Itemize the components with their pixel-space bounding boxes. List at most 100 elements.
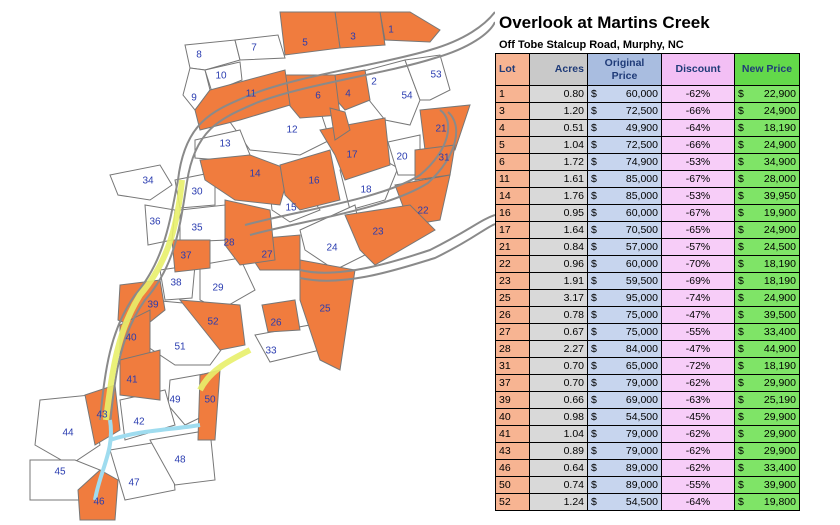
acres-cell: 0.95 [529, 204, 588, 222]
original-price-cell: $60,000 [587, 204, 662, 222]
discount-cell: -67% [661, 170, 735, 188]
table-row: 52 1.24 $54,500 -64% $19,800 [495, 493, 800, 511]
lot-label-22: 22 [417, 206, 429, 217]
discount-cell: -53% [661, 153, 735, 171]
original-price-cell: $89,000 [587, 459, 662, 477]
discount-cell: -66% [661, 102, 735, 120]
lot-label-47: 47 [128, 478, 140, 489]
lot-cell: 5 [495, 136, 530, 154]
original-price-cell: $54,500 [587, 493, 662, 511]
new-price-cell: $18,190 [734, 357, 800, 375]
original-price-cell: $54,500 [587, 408, 662, 426]
original-price-cell: $60,000 [587, 255, 662, 273]
original-price-cell: $85,000 [587, 187, 662, 205]
acres-cell: 0.67 [529, 323, 588, 341]
original-price-cell: $75,000 [587, 306, 662, 324]
lot-label-3: 3 [350, 32, 356, 43]
acres-cell: 0.84 [529, 238, 588, 256]
table-row: 22 0.96 $60,000 -70% $18,190 [495, 255, 800, 273]
lot-label-27: 27 [261, 250, 273, 261]
discount-cell: -55% [661, 323, 735, 341]
acres-cell: 0.51 [529, 119, 588, 137]
acres-cell: 0.78 [529, 306, 588, 324]
table-header-row: Lot Acres Original Price Discount New Pr… [495, 53, 800, 86]
acres-cell: 0.89 [529, 442, 588, 460]
table-row: 23 1.91 $59,500 -69% $18,190 [495, 272, 800, 290]
lot-label-35: 35 [191, 223, 203, 234]
new-price-cell: $18,190 [734, 272, 800, 290]
new-price-cell: $39,950 [734, 187, 800, 205]
lot-cell: 37 [495, 374, 530, 392]
lot-label-28: 28 [223, 238, 235, 249]
lot-label-49: 49 [169, 395, 181, 406]
lot-label-42: 42 [133, 417, 145, 428]
lot-label-38: 38 [170, 278, 182, 289]
new-price-cell: $29,900 [734, 374, 800, 392]
table-row: 37 0.70 $79,000 -62% $29,900 [495, 374, 800, 392]
original-price-cell: $89,000 [587, 476, 662, 494]
original-price-cell: $49,900 [587, 119, 662, 137]
original-price-cell: $74,900 [587, 153, 662, 171]
new-price-cell: $24,900 [734, 102, 800, 120]
acres-cell: 1.20 [529, 102, 588, 120]
lot-cell: 41 [495, 425, 530, 443]
table-row: 31 0.70 $65,000 -72% $18,190 [495, 357, 800, 375]
lot-cell: 11 [495, 170, 530, 188]
lot-cell: 6 [495, 153, 530, 171]
original-price-cell: $75,000 [587, 323, 662, 341]
new-price-cell: $39,900 [734, 476, 800, 494]
lot-label-23: 23 [372, 227, 384, 238]
acres-cell: 1.61 [529, 170, 588, 188]
original-price-cell: $79,000 [587, 442, 662, 460]
lot-cell: 21 [495, 238, 530, 256]
lot-label-33: 33 [265, 346, 277, 357]
lot-label-46: 46 [93, 497, 105, 508]
lot-3 [334, 11, 386, 49]
lot-cell: 16 [495, 204, 530, 222]
header-lot: Lot [495, 53, 530, 86]
lot-label-43: 43 [96, 410, 108, 421]
lot-cell: 39 [495, 391, 530, 409]
table-row: 43 0.89 $79,000 -62% $29,900 [495, 442, 800, 460]
table-row: 11 1.61 $85,000 -67% $28,000 [495, 170, 800, 188]
lot-cell: 1 [495, 85, 530, 103]
discount-cell: -64% [661, 493, 735, 511]
new-price-cell: $19,900 [734, 204, 800, 222]
discount-cell: -65% [661, 221, 735, 239]
new-price-cell: $29,900 [734, 442, 800, 460]
lot-label-17: 17 [346, 150, 358, 161]
discount-cell: -62% [661, 374, 735, 392]
new-price-cell: $22,900 [734, 85, 800, 103]
lot-label-51: 51 [174, 342, 186, 353]
acres-cell: 0.66 [529, 391, 588, 409]
original-price-cell: $72,500 [587, 102, 662, 120]
table-row: 21 0.84 $57,000 -57% $24,500 [495, 238, 800, 256]
lot-cell: 4 [495, 119, 530, 137]
header-discount: Discount [661, 53, 735, 86]
discount-cell: -69% [661, 272, 735, 290]
lot-label-5: 5 [302, 38, 308, 49]
lot-cell: 26 [495, 306, 530, 324]
table-row: 25 3.17 $95,000 -74% $24,900 [495, 289, 800, 307]
new-price-cell: $44,900 [734, 340, 800, 358]
acres-cell: 3.17 [529, 289, 588, 307]
lot-label-29: 29 [212, 283, 224, 294]
lot-label-39: 39 [147, 300, 159, 311]
table-row: 26 0.78 $75,000 -47% $39,500 [495, 306, 800, 324]
new-price-cell: $19,800 [734, 493, 800, 511]
new-price-cell: $33,400 [734, 323, 800, 341]
new-price-cell: $24,900 [734, 136, 800, 154]
discount-cell: -55% [661, 476, 735, 494]
discount-cell: -67% [661, 204, 735, 222]
table-row: 4 0.51 $49,900 -64% $18,190 [495, 119, 800, 137]
table-row: 39 0.66 $69,000 -63% $25,190 [495, 391, 800, 409]
new-price-cell: $24,900 [734, 289, 800, 307]
discount-cell: -62% [661, 425, 735, 443]
acres-cell: 0.98 [529, 408, 588, 426]
lot-label-31: 31 [438, 153, 450, 164]
lot-cell: 43 [495, 442, 530, 460]
discount-cell: -66% [661, 136, 735, 154]
lot-label-11: 11 [246, 89, 257, 100]
discount-cell: -62% [661, 442, 735, 460]
discount-cell: -47% [661, 306, 735, 324]
